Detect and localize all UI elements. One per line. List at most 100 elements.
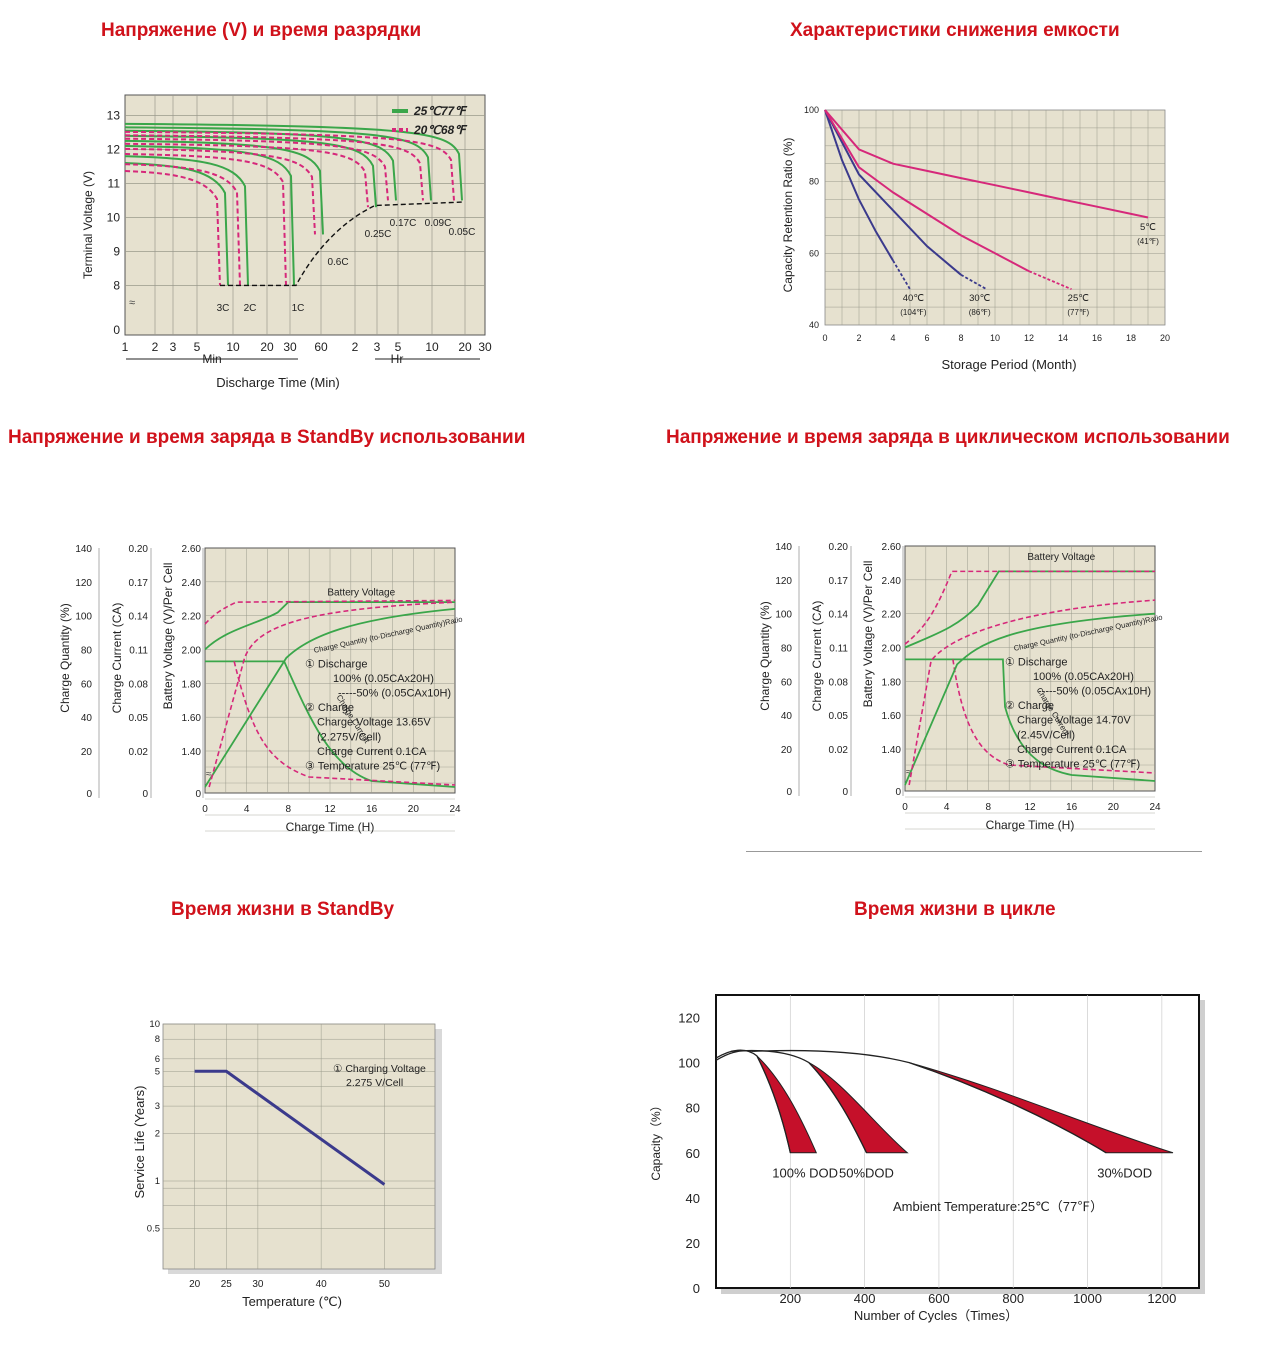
- discharge-y-tick: 10: [107, 210, 121, 224]
- retention-series-line: [824, 109, 1030, 273]
- discharge-x-tick: 10: [425, 340, 439, 354]
- charge-current-tick: 0.08: [829, 677, 849, 688]
- retention-y-tick: 100: [804, 105, 819, 115]
- retention-x-tick: 8: [958, 333, 963, 343]
- title-cyclic-charge: Напряжение и время заряда в циклическом …: [666, 427, 1230, 448]
- charge-voltage-tick: 1.80: [882, 677, 902, 688]
- dod-label: 50%DOD: [839, 1166, 894, 1181]
- charge-current-tick: 0.08: [129, 679, 149, 690]
- discharge-rate-label: 0.6C: [327, 257, 348, 268]
- battery-voltage-label: Battery Voltage: [327, 587, 395, 598]
- charge-note: Charge Voltage 13.65V: [317, 717, 431, 729]
- retention-xlabel: Storage Period (Month): [941, 357, 1076, 372]
- retention-series-dashed: [1028, 270, 1072, 291]
- discharge-rate-label: 0.17C: [390, 218, 417, 229]
- retention-x-tick: 6: [924, 333, 929, 343]
- discharge-curve-25c: [124, 126, 432, 201]
- life-y-tick: 0.5: [147, 1223, 160, 1234]
- discharge-curve-25c: [124, 139, 324, 235]
- charge-quantity-tick: 80: [81, 646, 93, 657]
- life-y-tick: 10: [149, 1019, 160, 1030]
- axis-break-mark: ≈: [906, 767, 912, 778]
- charge-x-tick: 16: [1066, 802, 1078, 813]
- discharge-y-tick: 0: [113, 323, 120, 337]
- retention-series-name: 30℃: [969, 293, 991, 304]
- cycle-x-tick: 400: [854, 1291, 876, 1306]
- life-note-1: ① Charging Voltage: [333, 1063, 426, 1075]
- legend-20c: 20℃68℉: [413, 123, 468, 137]
- standby-charge-chart: 1401201008060402000.200.170.140.110.080.…: [58, 544, 463, 834]
- charge-current-tick: 0.20: [829, 542, 849, 553]
- charge-quantity-tick: 60: [81, 679, 93, 690]
- title-standby-charge: Напряжение и время заряда в StandBy испо…: [8, 427, 526, 448]
- charge-x-tick: 16: [366, 804, 378, 815]
- charge-x-tick: 12: [1024, 802, 1036, 813]
- charge-x-tick: 20: [1108, 802, 1120, 813]
- battery-voltage-curve-50: [904, 570, 1155, 645]
- charge-voltage-tick: 2.40: [882, 576, 902, 587]
- retention-y-tick: 80: [809, 177, 819, 187]
- discharge-curve-25c: [124, 122, 463, 201]
- charge-x-tick: 0: [202, 804, 208, 815]
- discharge-x-tick: 2: [352, 340, 359, 354]
- charge-note: ② Charge: [305, 702, 354, 714]
- charge-current-tick: 0.17: [829, 576, 849, 587]
- title-discharge: Напряжение (V) и время разрядки: [101, 20, 422, 41]
- charge-current-tick: 0.02: [829, 745, 849, 756]
- cycle-y-tick: 60: [686, 1146, 700, 1161]
- charge-note: ③ Temperature 25℃ (77℉): [1005, 759, 1140, 771]
- retention-chart: 100 80 60 40 0 2 4 6 8 10 12 14 16 18 20 40℃ (104℉) 30℃…: [781, 105, 1170, 372]
- discharge-y-tick: 11: [108, 176, 121, 190]
- charge-voltage-tick: 1.80: [182, 679, 202, 690]
- cycle-dod-bands: [715, 1049, 1174, 1154]
- retention-x-tick: 18: [1126, 333, 1136, 343]
- cycle-x-tick: 200: [779, 1291, 801, 1306]
- life-y-tick: 6: [155, 1054, 160, 1065]
- dod-initial-curve: [715, 1050, 754, 1061]
- life-y-tick: 8: [155, 1034, 160, 1045]
- discharge-x-tick: 1: [122, 340, 129, 354]
- charge-x-tick: 12: [324, 804, 336, 815]
- charge-quantity-tick: 120: [775, 576, 792, 587]
- life-x-tick: 20: [189, 1279, 201, 1290]
- group-hr: Hr: [391, 352, 404, 366]
- title-standby-life: Время жизни в StandBy: [171, 899, 395, 920]
- charge-note: ① Discharge: [1005, 656, 1067, 668]
- charge-current-tick: 0: [142, 789, 148, 800]
- charge-quantity-tick: 0: [86, 789, 92, 800]
- retention-x-tick: 4: [890, 333, 895, 343]
- standby-life-chart: 10 8 65 3 2 1 0.5 20 25 30 40 50 ① Charging Voltag…: [132, 1019, 442, 1309]
- charge-voltage-tick: 1.40: [882, 745, 902, 756]
- cycle-dod-labels: 100% DOD 50%DOD 30%DOD: [772, 1166, 1152, 1181]
- discharge-x-tick: 60: [314, 340, 328, 354]
- life-x-tick: 25: [221, 1279, 233, 1290]
- charge-note: -----50% (0.05CAx10H): [1038, 686, 1151, 698]
- discharge-curve-20c: [124, 137, 389, 201]
- discharge-y-tick: 8: [113, 278, 120, 292]
- discharge-y-ticks: 13 12 11 10 9 8 0: [107, 108, 121, 337]
- retention-y-tick: 60: [809, 248, 819, 258]
- cycle-x-tick: 1000: [1073, 1291, 1102, 1306]
- cycle-y-tick: 80: [686, 1101, 700, 1116]
- retention-x-ticks: 0 2 4 6 8 10 12 14 16 18 20: [822, 333, 1170, 343]
- charge-voltage-tick: 2.00: [882, 644, 902, 655]
- charge-note: 100% (0.05CAx20H): [333, 673, 434, 685]
- life-y-ticks: 10 8 65 3 2 1 0.5: [147, 1019, 160, 1234]
- discharge-curve-20c: [124, 153, 287, 286]
- discharge-rate-label: 2C: [244, 303, 257, 314]
- charge-note: ② Charge: [1005, 700, 1054, 712]
- life-note-2: 2.275 V/Cell: [346, 1077, 403, 1089]
- charge-y1label: Charge Quantity (%): [758, 601, 772, 710]
- discharge-rate-label: 0.25C: [365, 229, 392, 240]
- discharge-x-tick: 3: [374, 340, 381, 354]
- charge-x-tick: 0: [902, 802, 908, 813]
- retention-series-alt: (41℉): [1137, 237, 1159, 246]
- retention-series-line: [824, 109, 962, 276]
- charge-note: 100% (0.05CAx20H): [1033, 671, 1134, 683]
- discharge-curve-20c: [124, 142, 369, 208]
- charge-current-tick: 0.17: [129, 578, 149, 589]
- life-grid: [163, 1023, 435, 1269]
